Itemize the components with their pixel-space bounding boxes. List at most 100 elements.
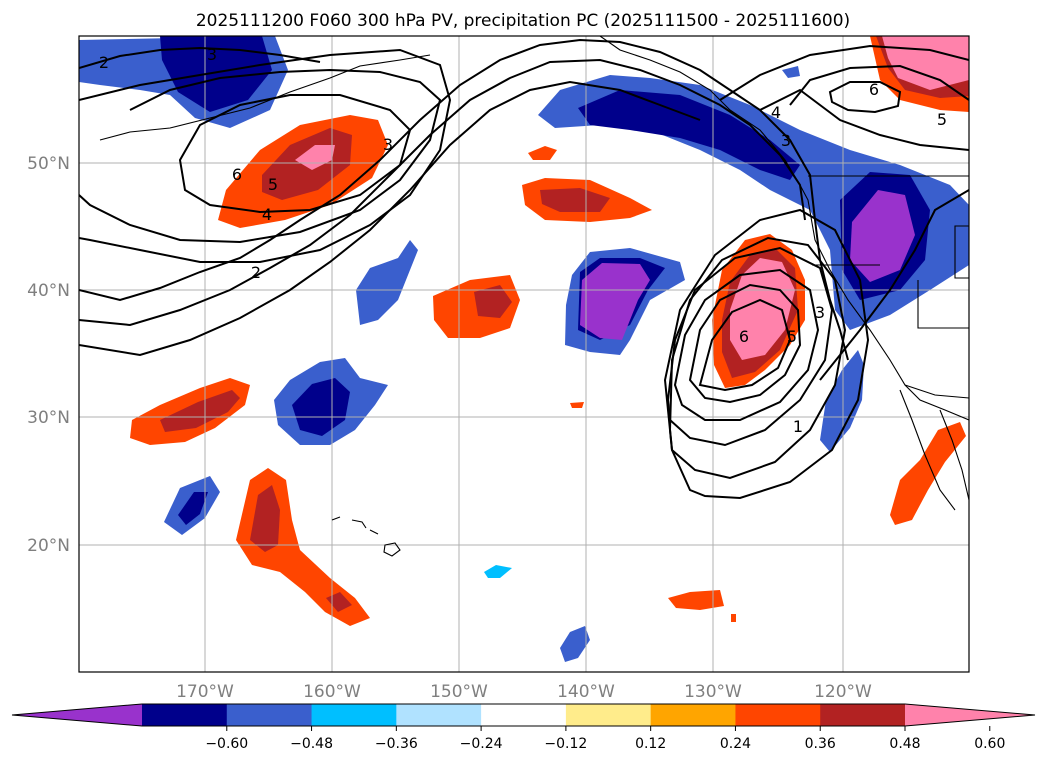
clabel-4: 5 <box>268 175 278 194</box>
shade-pos-sw2-strong <box>250 485 280 552</box>
clabel-1: 2 <box>99 53 109 72</box>
colorbar-extend-max <box>905 704 1035 726</box>
contour-2 <box>79 38 849 361</box>
shade-neg-dot2 <box>560 626 590 662</box>
colorbar-tick-label: 0.36 <box>805 736 836 752</box>
shade-pos-mexico <box>890 422 966 525</box>
colorbar-tick-label: −0.12 <box>544 736 587 752</box>
shade-pos-sw1-strong <box>160 390 240 432</box>
clabel-12: 6 <box>739 327 749 346</box>
shade-neg-dot <box>484 565 512 578</box>
colorbar-tick-label: −0.24 <box>460 736 503 752</box>
colorbar-tick-label: 0.24 <box>720 736 751 752</box>
clabel-8: 4 <box>771 103 781 122</box>
shade-pos-s1 <box>668 590 724 610</box>
colorbar-tick-label: −0.36 <box>375 736 418 752</box>
colorbar-tick-label: −0.48 <box>290 736 333 752</box>
contour-4 <box>79 80 701 357</box>
coast-mexico <box>939 409 969 501</box>
clabel-10: 6 <box>869 80 879 99</box>
contour-cutoff-3 <box>673 268 820 421</box>
contour-inner-w1 <box>178 94 412 214</box>
shade-pos-mid1-strong <box>540 188 610 212</box>
colorbar-ticks: −0.60 −0.48 −0.36 −0.24 −0.12 0.12 0.24 0.36 0.4… <box>205 726 1005 752</box>
shade-pos-topright-core <box>882 36 969 90</box>
lon-label-140w: 140°W <box>557 682 615 702</box>
lat-label-50n: 50°N <box>27 154 70 174</box>
clabel-11: 5 <box>937 110 947 129</box>
shade-neg-ne-core <box>850 190 915 282</box>
colorbar-segment <box>142 704 228 726</box>
lat-label-20n: 20°N <box>27 536 70 556</box>
colorbar-extend-min <box>12 704 142 726</box>
colorbar-segment <box>226 704 313 726</box>
contour-ne-5 <box>789 64 969 106</box>
contour-inner-w2 <box>79 68 442 244</box>
shade-pos-small1 <box>528 146 557 160</box>
shade-neg-ne-strong <box>578 90 800 180</box>
colorbar-tick-label: 0.48 <box>889 736 920 752</box>
shade-pos-nw-core <box>295 145 335 170</box>
shade-neg-mid-core <box>580 263 650 340</box>
contour-ne-6 <box>828 81 902 114</box>
contour-cutoff-5 <box>668 236 847 480</box>
lon-label-120w: 120°W <box>814 682 872 702</box>
contour-labels: 2 3 6 5 4 3 2 4 3 6 5 6 5 3 1 <box>99 45 947 436</box>
coast-baja <box>899 389 956 511</box>
clabel-13: 5 <box>787 327 797 346</box>
lon-labels: 170°W 160°W 150°W 140°W 130°W 120°W <box>176 682 872 702</box>
colorbar-tick-label: 0.12 <box>635 736 666 752</box>
colorbar-tick-label: −0.60 <box>205 736 248 752</box>
lon-label-170w: 170°W <box>176 682 234 702</box>
shade-neg-small-ne <box>782 66 800 78</box>
colorbar-outline <box>11 703 1036 727</box>
shade-neg-w1 <box>356 240 418 325</box>
contour-2-north <box>79 46 321 69</box>
contour-inner-w3 <box>79 48 452 263</box>
colorbar-segment <box>311 704 397 726</box>
colorbar-segments <box>11 703 1036 727</box>
colorbar-segment <box>820 704 906 726</box>
colorbar-segment <box>735 704 821 726</box>
shade-pos-dot <box>570 402 584 408</box>
figure-title: 2025111200 F060 300 hPa PV, precipitatio… <box>196 11 850 31</box>
map-background <box>79 36 969 672</box>
colorbar-segment <box>565 704 652 726</box>
lat-label-30n: 30°N <box>27 408 70 428</box>
lat-label-40n: 40°N <box>27 281 70 301</box>
colorbar-segment <box>396 704 482 726</box>
contour-ne-3 <box>759 88 969 151</box>
clabel-6: 3 <box>383 135 393 154</box>
graticule <box>79 36 969 672</box>
colorbar: −0.60 −0.48 −0.36 −0.24 −0.12 0.12 0.24 0.36 0.4… <box>11 703 1036 752</box>
shade-neg-sw2-strong <box>178 492 208 525</box>
coast-border-us-mexico <box>904 384 969 399</box>
lon-label-150w: 150°W <box>430 682 488 702</box>
contour-ne-2 <box>819 189 969 381</box>
pv-contours <box>79 38 969 500</box>
shade-pos-w2-strong <box>474 285 512 318</box>
shade-pos-s2 <box>731 614 736 622</box>
map-panel: 2 3 6 5 4 3 2 4 3 6 5 6 5 3 1 <box>78 35 970 673</box>
lon-label-130w: 130°W <box>684 682 742 702</box>
precip-shading <box>79 36 969 662</box>
lon-label-160w: 160°W <box>303 682 361 702</box>
shade-pos-e-core <box>730 258 795 360</box>
lat-labels: 50°N 40°N 30°N 20°N <box>27 154 70 556</box>
shade-neg-sw1-strong <box>292 378 350 436</box>
contour-cutoff-2 <box>698 298 792 392</box>
clabel-14: 3 <box>815 303 825 322</box>
clabel-3: 6 <box>232 165 242 184</box>
colorbar-segment <box>481 704 567 726</box>
colorbar-segment <box>650 704 736 726</box>
coast-hawaii <box>331 516 401 557</box>
contour-ne-4 <box>719 44 969 101</box>
contour-3 <box>79 58 806 327</box>
clabel-9: 3 <box>781 131 791 150</box>
contour-cutoff-1 <box>688 283 802 404</box>
clabel-2: 3 <box>207 45 217 64</box>
colorbar-tick-label: 0.60 <box>974 736 1005 752</box>
clabel-15: 1 <box>793 417 803 436</box>
clabel-5: 4 <box>262 205 272 224</box>
